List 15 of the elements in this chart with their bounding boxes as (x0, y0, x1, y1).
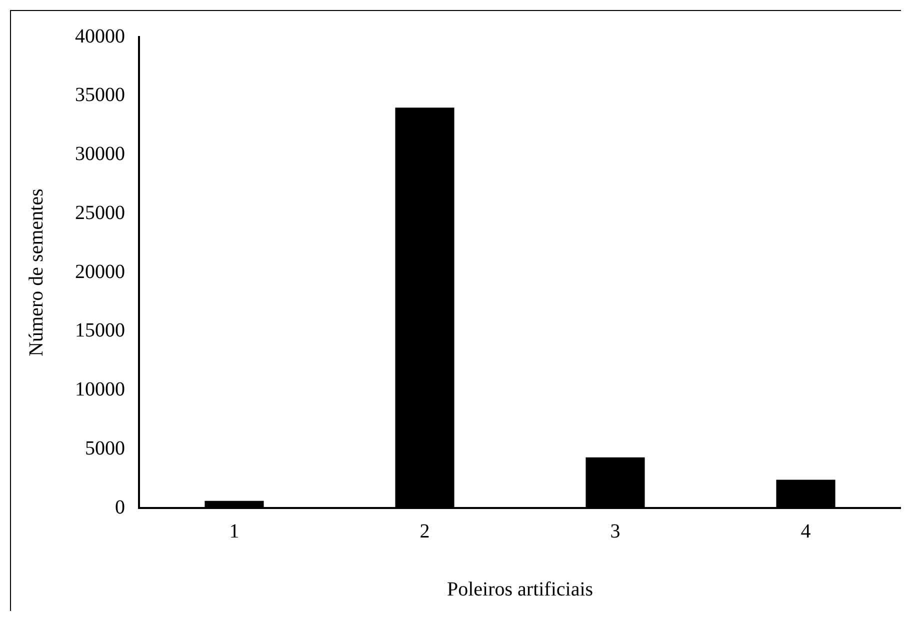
y-tick-label: 40000 (75, 25, 125, 48)
y-tick-label: 0 (115, 496, 125, 518)
y-tick-label: 25000 (75, 202, 125, 224)
y-tick-label: 35000 (75, 84, 125, 106)
x-tick-label: 4 (800, 520, 811, 542)
x-tick-label: 3 (610, 520, 620, 542)
y-tick-label: 20000 (75, 260, 125, 283)
y-tick-label: 30000 (75, 143, 125, 165)
x-axis-title: Poleiros artificiais (446, 578, 594, 600)
x-tick-label: 2 (420, 520, 430, 542)
y-tick-label: 5000 (85, 437, 125, 460)
y-tick-label: 10000 (75, 378, 125, 400)
y-axis-title: Número de sementes (25, 188, 48, 356)
x-tick-label: 1 (229, 520, 240, 542)
y-tick-label: 15000 (75, 320, 125, 342)
